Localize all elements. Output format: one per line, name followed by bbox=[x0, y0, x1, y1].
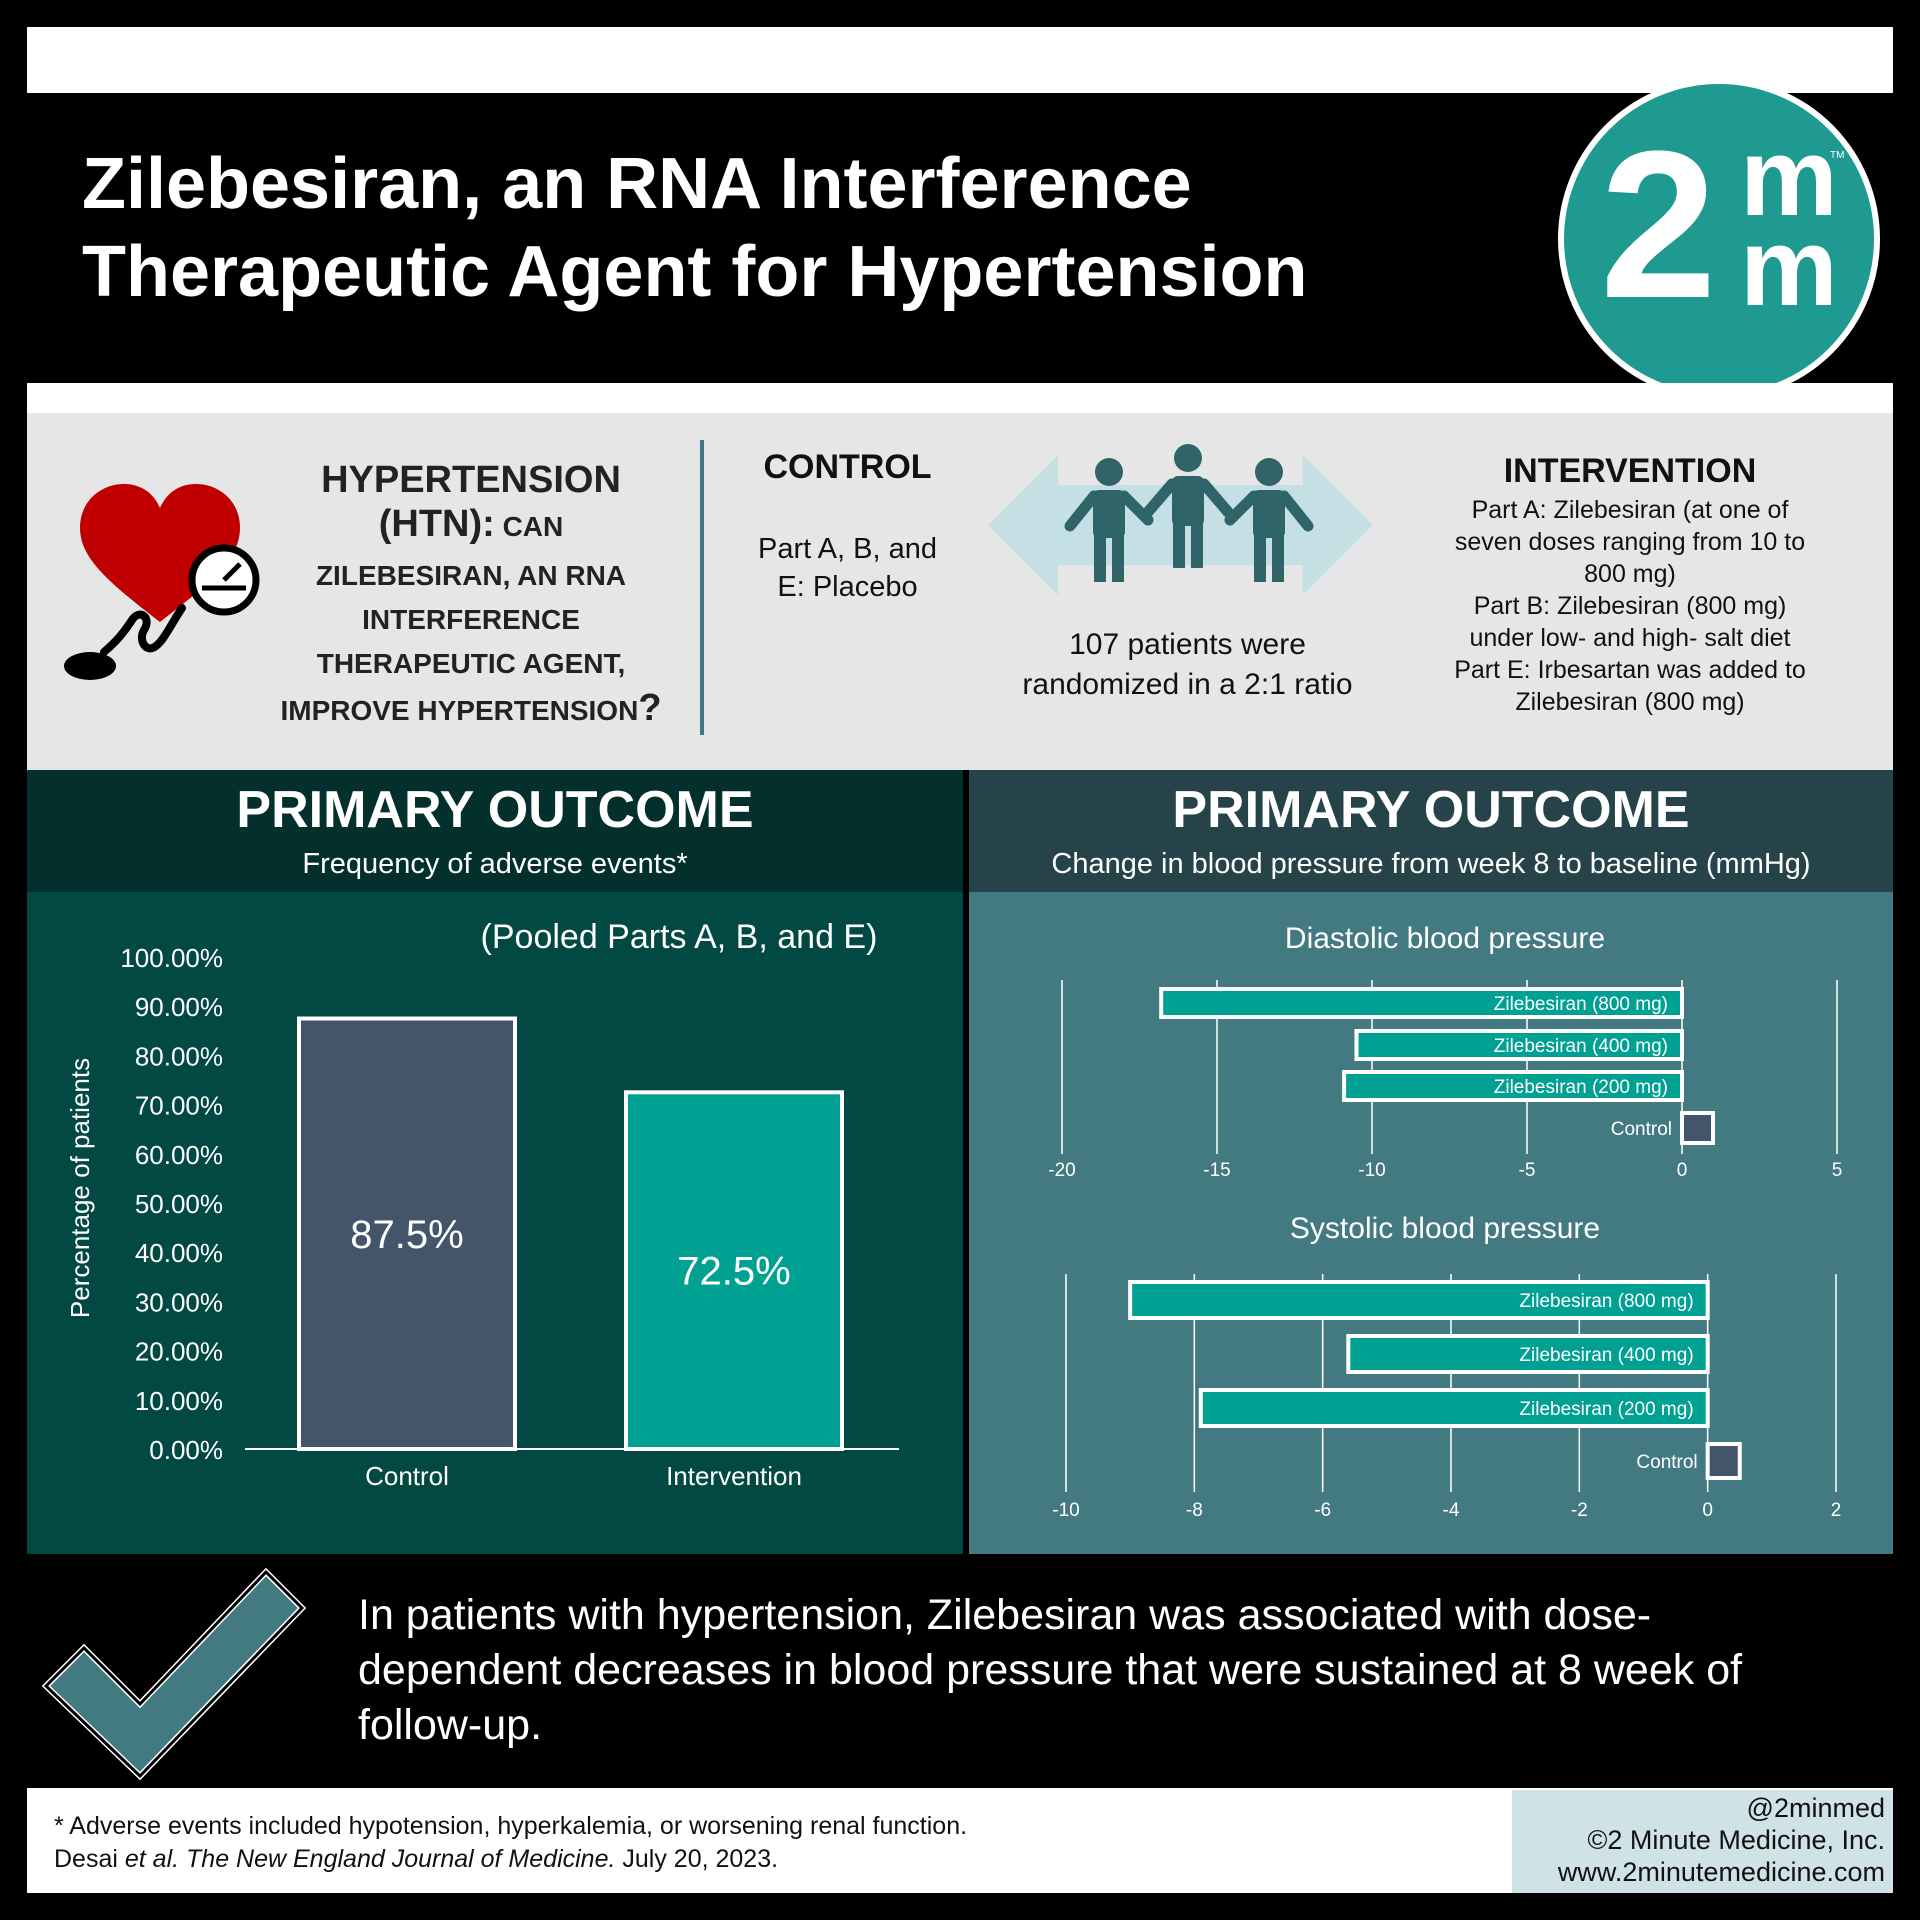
randomization-icon bbox=[988, 444, 1373, 595]
citation-date: July 20, 2023. bbox=[615, 1845, 779, 1873]
x-tick-label: 2 bbox=[1831, 1500, 1842, 1521]
y-tick-label: 90.00% bbox=[135, 992, 223, 1022]
x-tick-label: 0 bbox=[1677, 1160, 1688, 1181]
left-outcome-title: PRIMARY OUTCOME bbox=[236, 781, 754, 839]
x-tick-label: -6 bbox=[1314, 1500, 1331, 1521]
bar-label: Control bbox=[1636, 1452, 1697, 1473]
y-tick-label: 70.00% bbox=[135, 1091, 223, 1121]
intervention-heading: INTERVENTION bbox=[1503, 452, 1757, 490]
bar-label: Zilebesiran (400 mg) bbox=[1494, 1036, 1668, 1057]
bar-control bbox=[297, 1016, 517, 1451]
chart-title: (Pooled Parts A, B, and E) bbox=[481, 918, 878, 956]
bar-zilebesiran bbox=[1128, 1280, 1710, 1320]
question-line-5: THERAPEUTIC AGENT, bbox=[316, 648, 626, 679]
separator-strip bbox=[27, 383, 1893, 413]
conclusion-bar bbox=[27, 1554, 1893, 1788]
credits-copyright: ©2 Minute Medicine, Inc. bbox=[1587, 1825, 1885, 1855]
x-tick-label: -20 bbox=[1048, 1160, 1075, 1181]
bar-label: Zilebesiran (400 mg) bbox=[1519, 1345, 1693, 1366]
logo-letter-bottom: m bbox=[1740, 206, 1838, 329]
brand-logo bbox=[1558, 78, 1880, 400]
x-tick-label: -10 bbox=[1052, 1500, 1079, 1521]
y-tick-label: 20.00% bbox=[135, 1337, 223, 1367]
credits: @2minmed ©2 Minute Medicine, Inc. www.2m… bbox=[1512, 1792, 1885, 1888]
credits-url: www.2minutemedicine.com bbox=[1557, 1857, 1885, 1887]
x-tick-label: -5 bbox=[1519, 1160, 1536, 1181]
question-line-3: ZILEBESIRAN, AN RNA bbox=[315, 560, 627, 591]
citation-author: Desai bbox=[54, 1845, 125, 1873]
data-label: 72.5% bbox=[677, 1250, 790, 1294]
citation-etal: et al. bbox=[124, 1845, 180, 1873]
right-outcome-subtitle: Change in blood pressure from week 8 to … bbox=[1051, 848, 1811, 880]
question-line-2: (HTN): bbox=[378, 503, 495, 545]
y-tick-label: 10.00% bbox=[135, 1386, 223, 1416]
y-axis-label: Percentage of patients bbox=[65, 1058, 95, 1318]
footnote: * Adverse events included hypotension, h… bbox=[54, 1812, 968, 1840]
bar-label: Control bbox=[1611, 1119, 1672, 1140]
bar-intervention bbox=[624, 1090, 844, 1452]
bar-control bbox=[1680, 1111, 1715, 1145]
x-tick-label: -15 bbox=[1203, 1160, 1230, 1181]
x-tick-label: -2 bbox=[1571, 1500, 1588, 1521]
right-outcome-title: PRIMARY OUTCOME bbox=[1172, 781, 1690, 839]
control-heading: CONTROL bbox=[763, 448, 932, 486]
heart-bp-icon bbox=[64, 484, 260, 680]
data-label: 87.5% bbox=[350, 1213, 463, 1257]
credits-box bbox=[1512, 1790, 1893, 1893]
bar-label: Zilebesiran (800 mg) bbox=[1494, 994, 1668, 1015]
page-title: Zilebesiran, an RNA Interference Therape… bbox=[82, 144, 1308, 312]
question-line-1: HYPERTENSION bbox=[321, 459, 621, 501]
conclusion-text: In patients with hypertension, Zilebesir… bbox=[358, 1591, 1743, 1749]
y-tick-label: 80.00% bbox=[135, 1041, 223, 1071]
adverse-events-chart: (Pooled Parts A, B, and E) 0.00% 10.00% 20.… bbox=[65, 918, 899, 1491]
y-tick-label: 60.00% bbox=[135, 1140, 223, 1170]
credits-handle: @2minmed bbox=[1746, 1793, 1885, 1823]
x-tick-label: Intervention bbox=[666, 1461, 802, 1491]
y-tick-label: 30.00% bbox=[135, 1287, 223, 1317]
citation: Desai et al. The New England Journal of … bbox=[54, 1845, 778, 1874]
bar-label: Zilebesiran (200 mg) bbox=[1519, 1399, 1693, 1420]
citation-journal: The New England Journal of Medicine. bbox=[179, 1845, 616, 1873]
blood-pressure-charts: Diastolic blood pressure-20 -15 -10 -5 0 5Zil… bbox=[1048, 922, 1843, 1521]
vertical-divider bbox=[700, 440, 704, 735]
left-outcome-subtitle: Frequency of adverse events* bbox=[302, 848, 688, 880]
logo-letter-top: m bbox=[1740, 116, 1838, 239]
bar-zilebesiran bbox=[1354, 1029, 1684, 1061]
intervention-description: Part A: Zilebesiran (at one of seven dos… bbox=[1454, 496, 1806, 716]
y-tick-label: 0.00% bbox=[149, 1435, 223, 1465]
bar-label: Zilebesiran (800 mg) bbox=[1519, 1291, 1693, 1312]
patients-summary: 107 patients were randomized in a 2:1 ra… bbox=[1022, 628, 1353, 701]
y-tick-label: 40.00% bbox=[135, 1238, 223, 1268]
left-outcome-header bbox=[27, 770, 963, 892]
chart-title: Systolic blood pressure bbox=[1290, 1212, 1600, 1245]
x-tick-label: 5 bbox=[1832, 1160, 1843, 1181]
x-tick-label: -8 bbox=[1186, 1500, 1203, 1521]
bar-zilebesiran bbox=[1159, 987, 1684, 1019]
x-tick-label: Control bbox=[365, 1461, 449, 1491]
bar-zilebesiran bbox=[1342, 1070, 1684, 1102]
x-tick-label: 0 bbox=[1702, 1500, 1713, 1521]
y-tick-label: 100.00% bbox=[120, 943, 223, 973]
x-tick-label: -10 bbox=[1358, 1160, 1385, 1181]
logo-trademark: TM bbox=[1830, 150, 1845, 161]
y-tick-label: 50.00% bbox=[135, 1189, 223, 1219]
bar-label: Zilebesiran (200 mg) bbox=[1494, 1077, 1668, 1098]
research-question: HYPERTENSION (HTN): CAN ZILEBESIRAN, AN … bbox=[262, 458, 680, 738]
chart-title: Diastolic blood pressure bbox=[1285, 922, 1605, 955]
question-line-4: INTERFERENCE bbox=[362, 604, 580, 635]
question-mark: ? bbox=[638, 687, 662, 729]
bar-zilebesiran bbox=[1346, 1334, 1710, 1374]
checkmark-icon bbox=[41, 1567, 307, 1781]
question-line-2b: CAN bbox=[494, 511, 564, 542]
bar-control bbox=[1705, 1442, 1742, 1480]
study-design-panel bbox=[27, 413, 1893, 770]
x-tick-label: -4 bbox=[1443, 1500, 1460, 1521]
question-line-6: IMPROVE HYPERTENSION bbox=[280, 695, 639, 726]
top-white-band bbox=[27, 27, 1893, 93]
bar-zilebesiran bbox=[1198, 1388, 1710, 1428]
logo-numeral: 2 bbox=[1600, 107, 1717, 342]
control-description: Part A, B, and E: Placebo bbox=[758, 533, 937, 603]
right-outcome-header bbox=[969, 770, 1893, 892]
